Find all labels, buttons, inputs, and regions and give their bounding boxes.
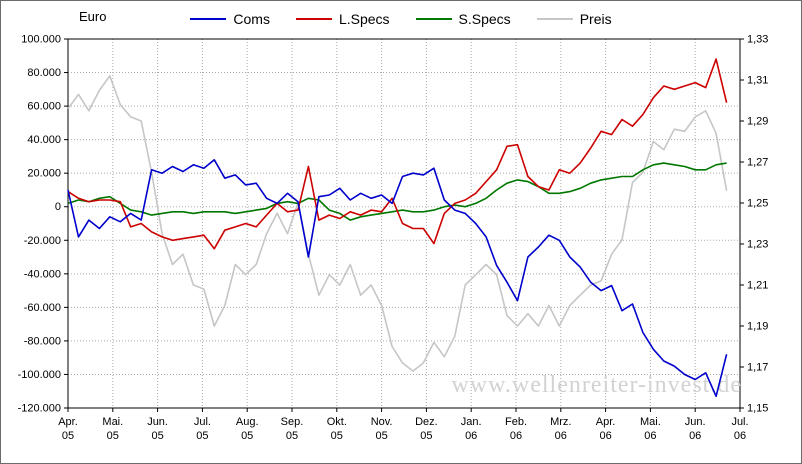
series-line-lspecs <box>67 58 728 250</box>
y-right-label: 1,17 <box>747 362 768 374</box>
legend-swatch-coms <box>190 18 227 20</box>
y-right-label: 1,23 <box>747 239 768 251</box>
legend-item-sspecs: S.Specs <box>415 11 511 27</box>
y-right-label: 1,27 <box>747 157 768 169</box>
y-left-label: -80.000 <box>24 335 61 347</box>
x-label-month: Okt. <box>327 416 347 428</box>
x-label-year: 06 <box>599 430 611 442</box>
y-left-label: 80.000 <box>27 67 61 79</box>
legend-item-lspecs: L.Specs <box>295 11 390 27</box>
x-label-year: 05 <box>375 430 387 442</box>
x-label-year: 06 <box>555 430 567 442</box>
y-right-label: 1,15 <box>747 403 768 415</box>
y-right-label: 1,25 <box>747 198 768 210</box>
x-label-month: Jul. <box>731 416 748 428</box>
y-left-label: 0 <box>55 201 61 213</box>
y-left-label: 40.000 <box>27 134 61 146</box>
legend-label-coms: Coms <box>233 11 270 27</box>
chart-title: Euro <box>79 9 107 24</box>
series-line-preis <box>67 75 728 372</box>
legend-swatch-lspecs <box>295 18 332 20</box>
x-label-month: Sep. <box>281 416 304 428</box>
x-label-year: 05 <box>241 430 253 442</box>
y-left-label: -20.000 <box>24 235 61 247</box>
x-label-month: Jan. <box>461 416 482 428</box>
x-label-month: Dez. <box>415 416 438 428</box>
x-label-month: Apr. <box>58 416 78 428</box>
legend-label-lspecs: L.Specs <box>338 11 390 27</box>
x-label-month: Mai. <box>640 416 661 428</box>
chart-legend: Coms L.Specs S.Specs Preis <box>1 11 801 27</box>
x-label-year: 05 <box>286 430 298 442</box>
y-left-label: 60.000 <box>27 101 61 113</box>
x-label-month: Aug. <box>236 416 259 428</box>
y-left-label: 100.000 <box>21 34 61 46</box>
x-label-year: 06 <box>734 430 746 442</box>
y-left-label: -40.000 <box>24 268 61 280</box>
x-label-month: Mai. <box>102 416 123 428</box>
y-right-label: 1,21 <box>747 280 768 292</box>
legend-label-preis: Preis <box>579 11 612 27</box>
x-label-month: Jun. <box>685 416 706 428</box>
x-label-month: Jul. <box>194 416 211 428</box>
x-label-year: 06 <box>689 430 701 442</box>
watermark: www.wellenreiter-invest.de <box>451 372 742 398</box>
x-label-month: Nov. <box>371 416 393 428</box>
x-label-month: Apr. <box>596 416 616 428</box>
x-label-year: 06 <box>510 430 522 442</box>
plot-frame <box>67 38 741 409</box>
x-label-month: Feb. <box>505 416 527 428</box>
y-left-label: -100.000 <box>18 369 61 381</box>
x-label-month: Jun. <box>147 416 168 428</box>
legend-swatch-sspecs <box>415 18 452 20</box>
y-left-label: -120.000 <box>18 403 61 415</box>
legend-item-coms: Coms <box>190 11 270 27</box>
y-right-label: 1,19 <box>747 321 768 333</box>
x-label-year: 05 <box>196 430 208 442</box>
y-right-label: 1,33 <box>747 34 768 46</box>
y-right-label: 1,31 <box>747 75 768 87</box>
x-label-year: 05 <box>151 430 163 442</box>
y-left-label: 20.000 <box>27 168 61 180</box>
y-right-label: 1,29 <box>747 116 768 128</box>
legend-label-sspecs: S.Specs <box>458 11 511 27</box>
legend-swatch-preis <box>536 18 573 20</box>
x-label-year: 05 <box>331 430 343 442</box>
x-label-year: 06 <box>644 430 656 442</box>
x-label-year: 06 <box>465 430 477 442</box>
series-line-coms <box>67 159 728 398</box>
x-label-year: 05 <box>420 430 432 442</box>
x-label-year: 05 <box>107 430 119 442</box>
x-label-month: Mrz. <box>550 416 571 428</box>
legend-item-preis: Preis <box>536 11 612 27</box>
y-left-label: -60.000 <box>24 302 61 314</box>
x-label-year: 05 <box>62 430 74 442</box>
